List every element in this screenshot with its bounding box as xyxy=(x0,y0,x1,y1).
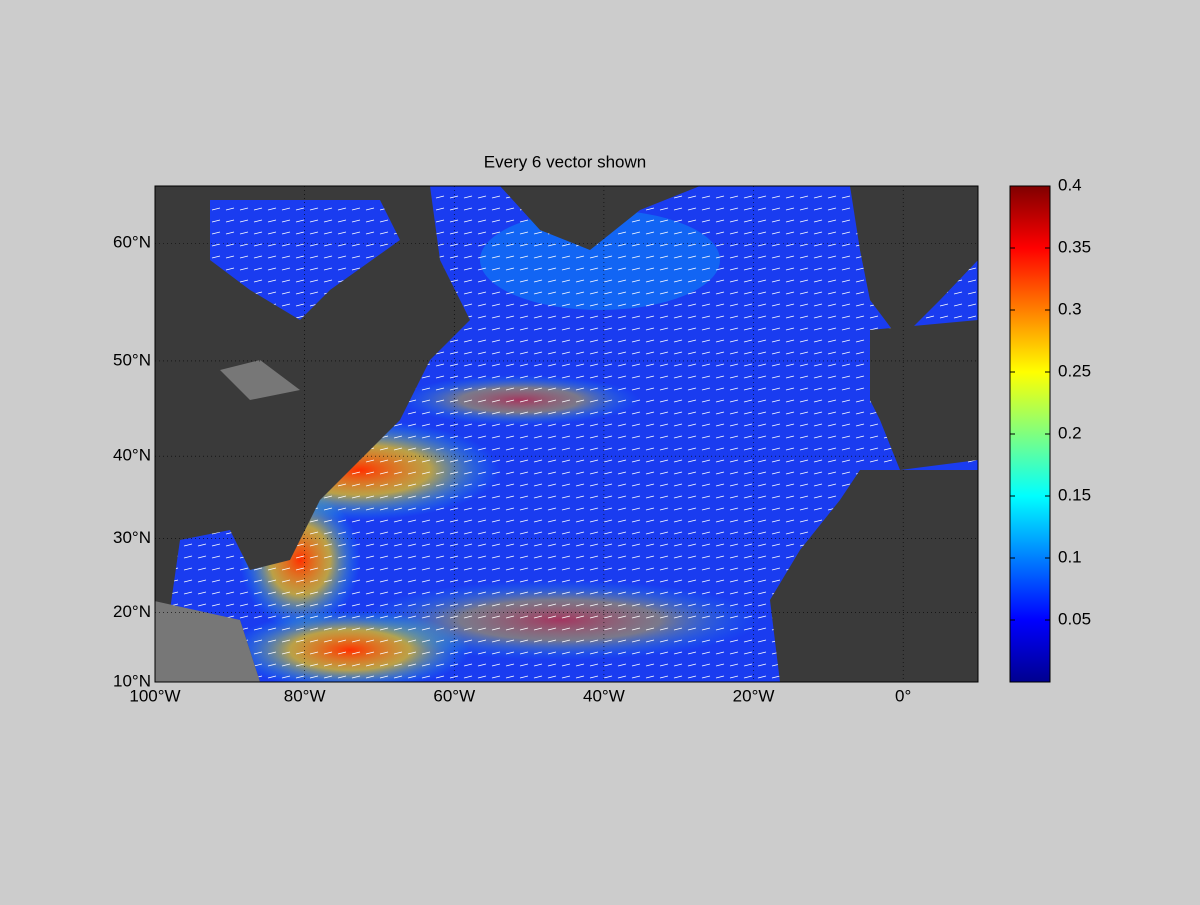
x-tick-label: 40°W xyxy=(583,686,625,705)
colorbar-tick-label: 0.05 xyxy=(1058,609,1091,628)
x-tick-label: 60°W xyxy=(433,686,475,705)
y-tick-label: 20°N xyxy=(113,602,151,621)
y-tick-label: 30°N xyxy=(113,528,151,547)
colorbar-tick-label: 0.4 xyxy=(1058,175,1082,194)
colorbar xyxy=(1009,185,1051,683)
colorbar-tick-label: 0.35 xyxy=(1058,237,1091,256)
colorbar-tick-label: 0.25 xyxy=(1058,361,1091,380)
y-tick-label: 50°N xyxy=(113,350,151,369)
map-field xyxy=(155,186,978,682)
colorbar-tick-label: 0.2 xyxy=(1058,423,1082,442)
x-tick-label: 100°W xyxy=(129,686,180,705)
y-tick-label: 40°N xyxy=(113,446,151,465)
colorbar-tick-label: 0.3 xyxy=(1058,299,1082,318)
chart-title: Every 6 vector shown xyxy=(484,152,647,171)
colorbar-tick-label: 0.1 xyxy=(1058,547,1082,566)
x-tick-label: 80°W xyxy=(284,686,326,705)
y-tick-label: 60°N xyxy=(113,233,151,252)
colorbar-tick-label: 0.15 xyxy=(1058,485,1091,504)
x-tick-label: 20°W xyxy=(733,686,775,705)
x-tick-label: 0° xyxy=(895,686,911,705)
y-tick-label: 10°N xyxy=(113,671,151,690)
